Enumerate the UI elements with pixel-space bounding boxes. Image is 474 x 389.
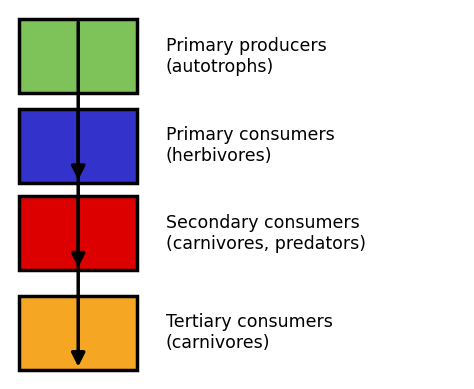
Text: Tertiary consumers
(carnivores): Tertiary consumers (carnivores) (166, 313, 333, 352)
Text: Secondary consumers
(carnivores, predators): Secondary consumers (carnivores, predato… (166, 214, 366, 253)
Bar (19, 196, 137, 270)
Text: Primary consumers
(herbivores): Primary consumers (herbivores) (166, 126, 335, 165)
Bar (19, 296, 137, 370)
Text: Primary producers
(autotrophs): Primary producers (autotrophs) (166, 37, 327, 76)
Bar (19, 109, 137, 183)
Bar (19, 19, 137, 93)
